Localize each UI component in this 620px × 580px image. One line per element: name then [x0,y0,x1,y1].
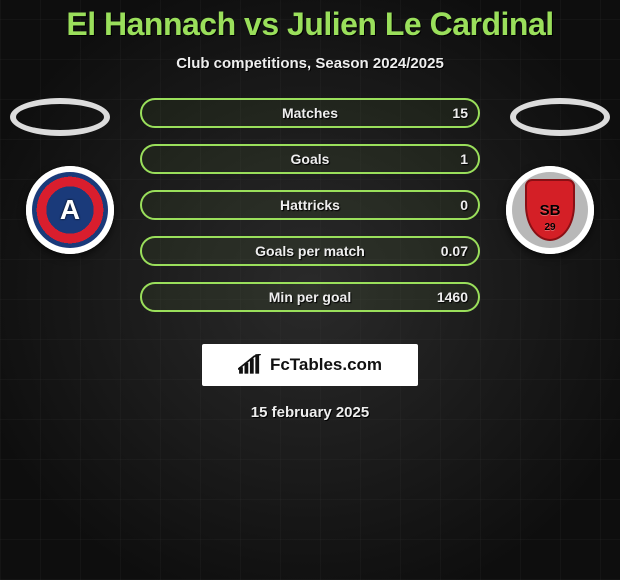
right-team-crest: SB 29 [506,166,594,254]
brest-shield-icon: SB 29 [525,179,575,241]
brand-badge: FcTables.com [202,344,418,386]
comparison-date: 15 february 2025 [0,404,620,421]
stat-row: Min per goal 1460 [140,282,480,312]
stat-row: Goals 1 [140,144,480,174]
stat-label: Goals per match [255,243,365,259]
stat-right-value: 15 [452,105,468,121]
comparison-arena: A SB 29 Matches 15 Goals 1 Hattricks 0 [0,86,620,326]
right-ring-decoration [510,98,610,136]
stat-label: Matches [282,105,338,121]
subtitle: Club competitions, Season 2024/2025 [0,55,620,72]
page-title: El Hannach vs Julien Le Cardinal [0,0,620,43]
brest-year: 29 [544,222,555,233]
stat-right-value: 1460 [437,289,468,305]
psg-crest-inner: A [32,172,108,248]
left-ring-decoration [10,98,110,136]
brest-monogram: SB [540,202,561,219]
brest-crest-inner: SB 29 [512,172,588,248]
left-team-crest: A [26,166,114,254]
stat-row: Matches 15 [140,98,480,128]
stat-row: Goals per match 0.07 [140,236,480,266]
bar-chart-icon [238,354,264,376]
stat-label: Hattricks [280,197,340,213]
stat-bars: Matches 15 Goals 1 Hattricks 0 Goals per… [140,98,480,312]
eiffel-icon: A [60,194,80,226]
stat-label: Min per goal [269,289,351,305]
stat-right-value: 0.07 [441,243,468,259]
stat-right-value: 0 [460,197,468,213]
stat-row: Hattricks 0 [140,190,480,220]
brand-text: FcTables.com [270,355,382,375]
stat-right-value: 1 [460,151,468,167]
stat-label: Goals [291,151,330,167]
